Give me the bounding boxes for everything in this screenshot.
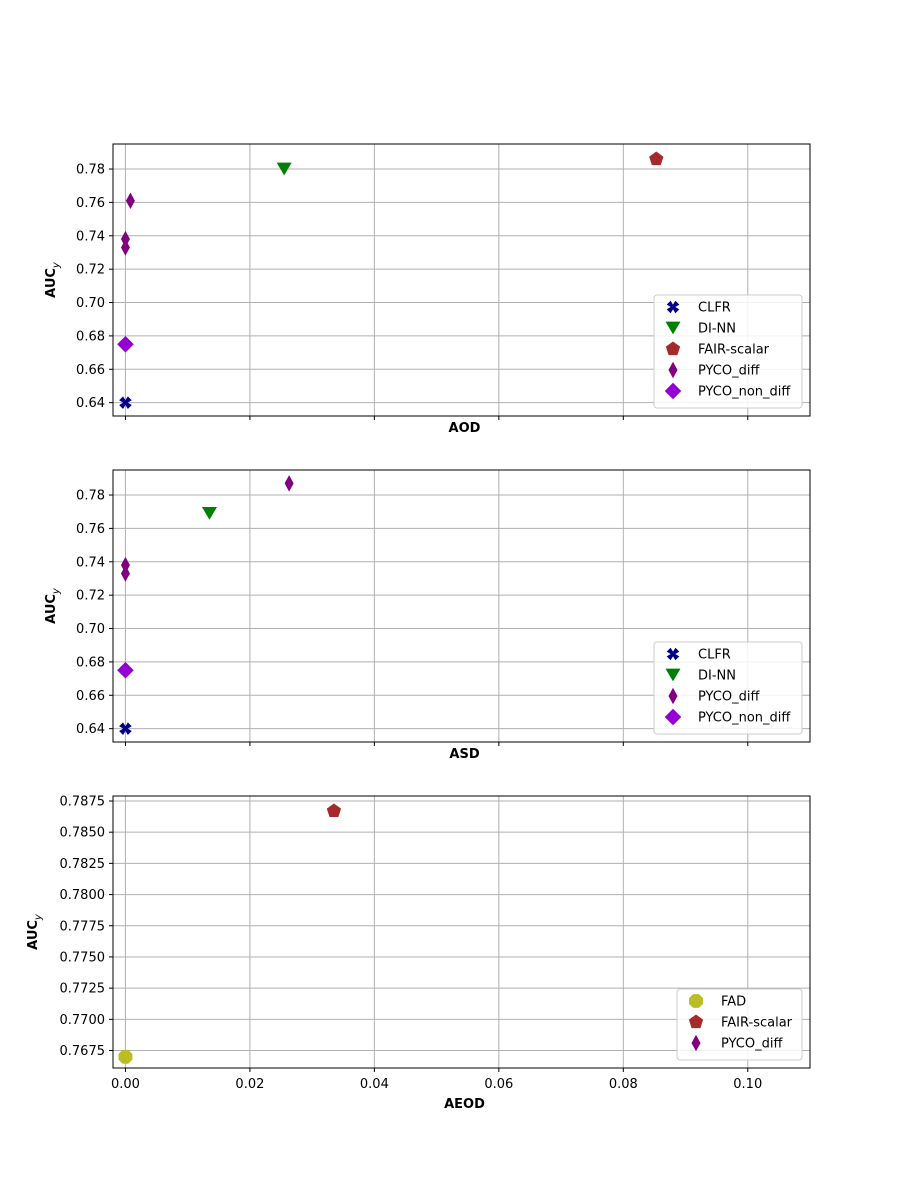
y-tick-label: 0.74 xyxy=(76,555,105,570)
y-axis-label: AUCy xyxy=(44,261,62,298)
legend-marker-fad xyxy=(689,994,703,1008)
x-tick-label: 0.04 xyxy=(360,1077,389,1092)
data-point-pyco-diff xyxy=(125,192,135,209)
legend-box xyxy=(676,988,803,1061)
legend-marker-di-nn xyxy=(665,668,681,682)
axes-frame xyxy=(112,469,811,743)
data-point-pyco-non-diff xyxy=(117,335,134,353)
legend-box xyxy=(653,641,803,735)
legend-label: DI-NN xyxy=(698,322,736,337)
data-point-pyco-diff xyxy=(120,239,130,256)
legend-marker-fair-scalar xyxy=(688,1014,704,1029)
x-axis-label: ASD xyxy=(449,747,479,762)
legend-box xyxy=(653,294,803,409)
subplot-asd: 0.64 0.66 0.68 0.70 0.72 0.74 0.76 0.78 ASD AUCy C… xyxy=(44,469,811,762)
data-point-di-nn xyxy=(201,507,217,520)
legend-label: CLFR xyxy=(698,301,731,316)
y-tick-label: 0.7800 xyxy=(60,888,106,903)
y-tick-label: 0.70 xyxy=(76,622,105,637)
y-tick-label: 0.7875 xyxy=(60,794,106,809)
y-tick-label: 0.78 xyxy=(76,163,105,178)
legend-marker-pyco-diff xyxy=(691,1034,701,1052)
legend-marker-di-nn xyxy=(665,321,681,335)
data-point-clfr xyxy=(119,722,132,735)
legend-label: FAIR-scalar xyxy=(721,1016,793,1031)
x-tick-label: 0.10 xyxy=(733,1077,762,1092)
legend-label: PYCO_diff xyxy=(721,1037,783,1052)
legend-marker-pyco-non-diff xyxy=(664,382,682,400)
y-tick-label: 0.74 xyxy=(76,229,105,244)
x-axis-label: AEOD xyxy=(444,1097,485,1112)
data-point-fair-scalar xyxy=(649,151,664,166)
y-axis-label: AUCy xyxy=(44,587,62,624)
y-tick-label: 0.64 xyxy=(76,722,105,737)
x-tick-label: 0.06 xyxy=(484,1077,513,1092)
legend-label: CLFR xyxy=(698,648,731,663)
y-tick-label: 0.7775 xyxy=(60,919,106,934)
y-tick-label: 0.7825 xyxy=(60,857,106,872)
data-point-fad xyxy=(118,1049,133,1064)
legend-label: PYCO_diff xyxy=(698,690,760,705)
subplot-aeod: 0.00 0.02 0.04 0.06 0.08 0.10 0.7675 0.7700 0.77… xyxy=(26,794,811,1112)
y-tick-label: 0.7700 xyxy=(60,1013,106,1028)
x-tick-label: 0.02 xyxy=(235,1077,264,1092)
legend-label: PYCO_non_diff xyxy=(698,385,791,400)
y-tick-label: 0.7850 xyxy=(60,826,106,841)
subplot-aod: 0.64 0.66 0.68 0.70 0.72 0.74 0.76 0.78 AOD AUCy C… xyxy=(44,143,811,436)
legend-marker-clfr xyxy=(666,300,680,314)
axes-frame xyxy=(112,795,811,1069)
legend-marker-pyco-diff xyxy=(668,687,678,705)
data-point-pyco-diff xyxy=(120,565,130,582)
legend-marker-fair-scalar xyxy=(665,341,681,356)
x-tick-label: 0.00 xyxy=(111,1077,140,1092)
y-tick-label: 0.72 xyxy=(76,589,105,604)
y-tick-label: 0.78 xyxy=(76,489,105,504)
y-tick-label: 0.7675 xyxy=(60,1044,106,1059)
legend-marker-pyco-diff xyxy=(668,361,678,379)
y-tick-label: 0.70 xyxy=(76,296,105,311)
data-point-fair-scalar xyxy=(326,803,342,818)
legend-label: FAIR-scalar xyxy=(698,343,770,358)
y-tick-label: 0.72 xyxy=(76,263,105,278)
y-tick-label: 0.76 xyxy=(76,196,105,211)
legend-label: DI-NN xyxy=(698,669,736,684)
legend-label: PYCO_non_diff xyxy=(698,711,791,726)
legend-label: FAD xyxy=(721,995,746,1010)
y-axis-label: AUCy xyxy=(26,913,44,950)
data-point-pyco-diff xyxy=(284,475,294,492)
y-tick-label: 0.7750 xyxy=(60,950,106,965)
data-point-pyco-non-diff xyxy=(117,661,134,679)
y-tick-label: 0.66 xyxy=(76,363,105,378)
y-tick-label: 0.76 xyxy=(76,522,105,537)
data-point-clfr xyxy=(119,396,132,409)
y-tick-label: 0.64 xyxy=(76,396,105,411)
y-tick-label: 0.7725 xyxy=(60,982,106,997)
y-tick-label: 0.66 xyxy=(76,689,105,704)
data-point-pyco-diff xyxy=(120,556,130,574)
x-axis-label: AOD xyxy=(449,421,481,436)
legend-marker-pyco-non-diff xyxy=(664,708,682,726)
data-point-di-nn xyxy=(276,162,292,176)
x-tick-label: 0.08 xyxy=(609,1077,638,1092)
axes-frame xyxy=(112,143,811,417)
y-tick-label: 0.68 xyxy=(76,655,105,670)
legend-label: PYCO_diff xyxy=(698,364,760,379)
legend-marker-clfr xyxy=(666,647,680,661)
data-point-pyco-diff xyxy=(120,230,130,248)
y-tick-label: 0.68 xyxy=(76,329,105,344)
